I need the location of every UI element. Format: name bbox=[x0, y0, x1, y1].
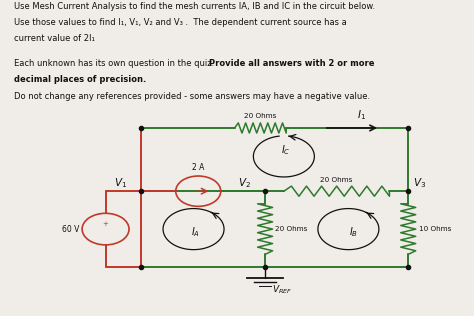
Text: Each unknown has its own question in the quiz.: Each unknown has its own question in the… bbox=[14, 59, 219, 68]
Text: $V_2$: $V_2$ bbox=[238, 176, 251, 190]
Text: $V_{REF}$: $V_{REF}$ bbox=[272, 284, 292, 296]
Text: $V_3$: $V_3$ bbox=[413, 176, 426, 190]
Text: 10 Ohms: 10 Ohms bbox=[419, 226, 451, 232]
Text: 20 Ohms: 20 Ohms bbox=[320, 177, 353, 183]
Text: current value of 2I₁: current value of 2I₁ bbox=[14, 34, 95, 43]
Text: Use Mesh Current Analysis to find the mesh currents IA, IB and IC in the circuit: Use Mesh Current Analysis to find the me… bbox=[14, 2, 375, 10]
Text: 20 Ohms: 20 Ohms bbox=[244, 113, 277, 119]
Text: 60 V: 60 V bbox=[63, 225, 80, 234]
Text: decimal places of precision.: decimal places of precision. bbox=[14, 75, 146, 84]
Text: Do not change any references provided - some answers may have a negative value.: Do not change any references provided - … bbox=[14, 92, 370, 100]
Text: 2 A: 2 A bbox=[192, 163, 204, 172]
Text: 20 Ohms: 20 Ohms bbox=[275, 226, 308, 232]
Text: +: + bbox=[103, 222, 109, 227]
Text: $I_C$: $I_C$ bbox=[282, 143, 291, 157]
Text: $I_1$: $I_1$ bbox=[357, 108, 366, 122]
Text: Provide all answers with 2 or more: Provide all answers with 2 or more bbox=[209, 59, 374, 68]
Text: $I_B$: $I_B$ bbox=[348, 225, 357, 239]
Text: $V_1$: $V_1$ bbox=[114, 176, 127, 190]
Text: Use those values to find I₁, V₁, V₂ and V₃ .  The dependent current source has a: Use those values to find I₁, V₁, V₂ and … bbox=[14, 18, 347, 27]
Text: $I_A$: $I_A$ bbox=[191, 225, 201, 239]
